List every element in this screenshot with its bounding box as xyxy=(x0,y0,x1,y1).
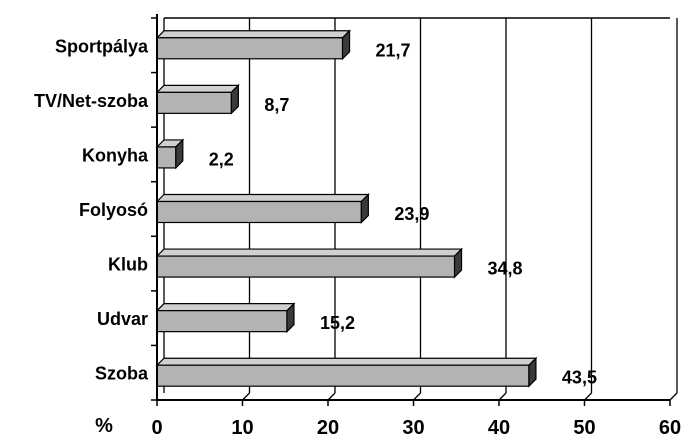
bar-side-face xyxy=(528,356,537,388)
value-label: 43,5 xyxy=(562,368,597,388)
gridline-floor-40 xyxy=(498,392,507,401)
category-label: Klub xyxy=(108,255,148,275)
bar-top-face xyxy=(155,357,538,366)
bar-top-face xyxy=(155,30,351,39)
category-label: TV/Net-szoba xyxy=(34,91,149,111)
bar-front-face xyxy=(156,255,456,278)
x-tick-label: 20 xyxy=(317,417,339,439)
x-tick-label: 60 xyxy=(659,417,681,439)
bar-side-face xyxy=(341,29,351,61)
bar-front-face xyxy=(156,91,232,114)
bar-tv-net-szoba xyxy=(155,83,240,115)
bar-front-face xyxy=(156,364,530,387)
gridline-floor-10 xyxy=(242,392,250,401)
bar-top-face xyxy=(155,248,463,257)
bar-side-face xyxy=(286,302,295,334)
category-label: Szoba xyxy=(95,364,149,384)
bar-front-face xyxy=(156,37,344,60)
bar-side-face xyxy=(230,83,239,115)
bar-side-face xyxy=(360,193,369,224)
bar-top-face xyxy=(155,193,370,203)
value-label: 34,8 xyxy=(488,259,523,279)
x-tick-label: 40 xyxy=(488,417,510,439)
category-label: Sportpálya xyxy=(55,36,149,56)
bar-folyos- xyxy=(155,193,370,224)
bar-sportp-lya xyxy=(155,29,351,61)
bar-front-face xyxy=(156,310,288,333)
bar-konyha xyxy=(155,138,185,170)
value-label: 8,7 xyxy=(264,95,289,115)
gridline-floor-50 xyxy=(584,392,592,401)
bar-front-face xyxy=(156,146,177,169)
x-tick-label: 50 xyxy=(573,417,595,439)
bar-top-face xyxy=(155,303,296,312)
value-label: 21,7 xyxy=(376,40,411,60)
gridline-floor-60 xyxy=(669,392,678,401)
x-axis-label: % xyxy=(95,415,113,437)
x-tick-label: 10 xyxy=(231,417,253,439)
bar-top-face xyxy=(155,84,240,93)
bar-szoba xyxy=(155,356,538,388)
bar-front-face xyxy=(156,200,362,224)
x-tick-label: 0 xyxy=(151,417,162,439)
gridline-floor-20 xyxy=(327,392,336,401)
axes xyxy=(151,14,671,406)
bar-klub xyxy=(155,247,463,279)
bar-side-face xyxy=(175,138,184,170)
bar-side-face xyxy=(453,247,463,279)
value-label: 23,9 xyxy=(394,204,429,224)
x-tick-label: 30 xyxy=(402,417,424,439)
category-label: Udvar xyxy=(97,309,148,329)
category-label: Folyosó xyxy=(79,200,148,220)
value-label: 15,2 xyxy=(320,313,355,333)
labels: Sportpálya 21,7 TV/Net-szoba 8,7 Konyha 2,2 Fo… xyxy=(34,36,681,439)
value-label: 2,2 xyxy=(209,149,234,169)
category-label: Konyha xyxy=(82,145,149,165)
gridline-floor-30 xyxy=(413,392,421,401)
bar-udvar xyxy=(155,302,296,334)
